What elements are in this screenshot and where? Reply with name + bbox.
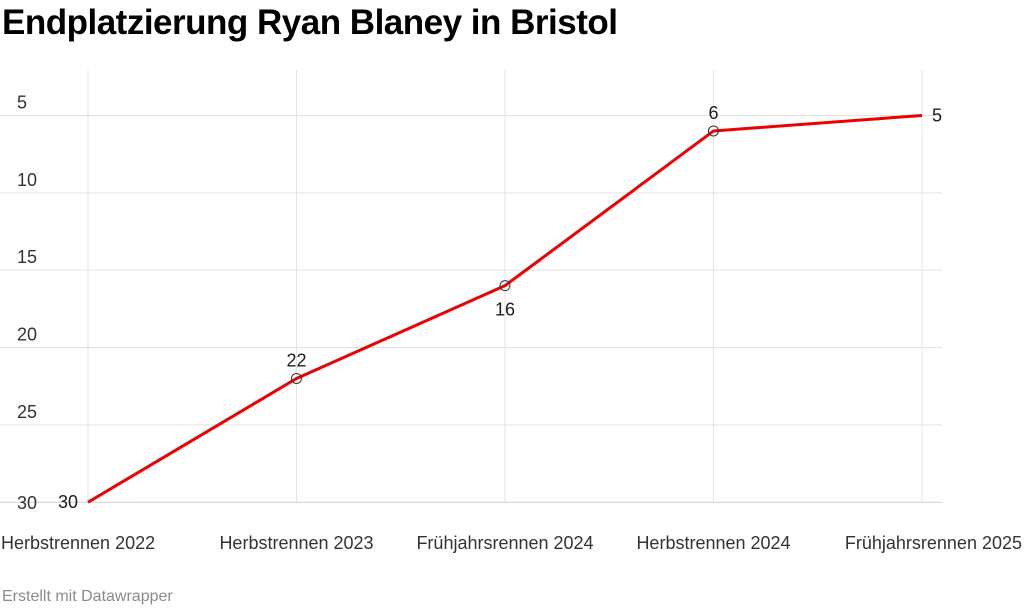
data-label: 5 (932, 105, 942, 125)
data-label: 30 (58, 492, 78, 512)
y-tick-label: 10 (17, 170, 37, 190)
x-tick-label: Frühjahrsrennen 2024 (416, 533, 593, 553)
y-tick-label: 25 (17, 402, 37, 422)
data-label: 6 (708, 103, 718, 123)
y-tick-label: 15 (17, 247, 37, 267)
data-point-marker (499, 280, 511, 292)
data-label: 16 (495, 300, 515, 320)
series-line (87, 113, 923, 504)
y-tick-label: 30 (17, 493, 37, 513)
x-tick-label: Herbstrennen 2024 (636, 533, 790, 553)
x-tick-label: Herbstrennen 2022 (1, 533, 155, 553)
y-tick-label: 20 (17, 325, 37, 345)
data-label: 22 (286, 350, 306, 370)
credit-text: Erstellt mit Datawrapper (2, 588, 173, 605)
chart-title: Endplatzierung Ryan Blaney in Bristol (2, 3, 618, 42)
x-axis-ticks: Herbstrennen 2022 Herbstrennen 2023 Frühja… (1, 533, 1022, 553)
x-tick-label: Herbstrennen 2023 (219, 533, 373, 553)
series-layer (87, 113, 923, 504)
data-point-marker (708, 125, 719, 137)
data-point-marker (291, 372, 302, 384)
y-axis-ticks: 5 10 15 20 25 30 (17, 92, 37, 513)
data-labels: 30 22 16 6 5 (58, 103, 942, 512)
grid-lines (0, 70, 942, 503)
x-tick-label: Frühjahrsrennen 2025 (845, 533, 1022, 553)
y-tick-label: 5 (17, 92, 27, 112)
